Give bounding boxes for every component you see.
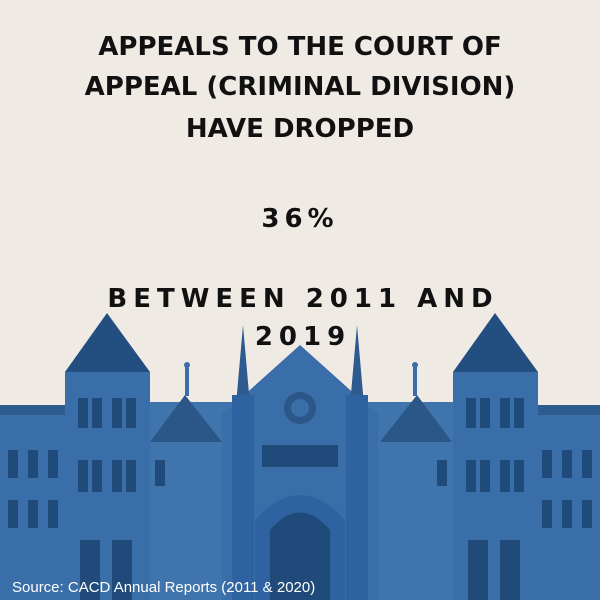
period-line: 2019: [255, 322, 351, 352]
headline-line: APPEALS TO THE COURT OF: [98, 32, 501, 62]
headline-line: APPEAL (CRIMINAL DIVISION): [85, 72, 516, 102]
source: Source: CACD Annual Reports (2011 & 2020…: [12, 579, 315, 596]
building-illustration: [0, 313, 600, 600]
headline-line: HAVE DROPPED: [186, 114, 414, 144]
period: BETWEEN 2011 AND 2019: [107, 284, 498, 352]
period-line: BETWEEN 2011 AND: [107, 284, 498, 314]
headline: APPEALS TO THE COURT OF APPEAL (CRIMINAL…: [85, 32, 516, 144]
statistic: 36%: [261, 204, 338, 234]
